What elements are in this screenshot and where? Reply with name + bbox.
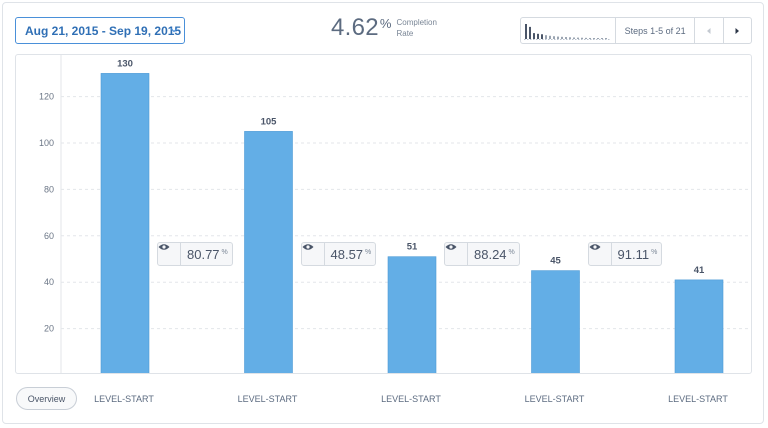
funnel-bar [674, 279, 724, 373]
step-category-label: LEVEL-START [237, 394, 298, 404]
completion-caption-line2: Rate [396, 29, 414, 38]
completion-rate-unit: % [379, 16, 392, 31]
sparkline-bar [601, 38, 603, 39]
y-tick-label: 100 [39, 138, 54, 148]
funnel-chart: 20 40 60 80 100 120 130 105 51 45 41 80.77% 48.57% 8… [15, 54, 752, 374]
sparkline-bar [605, 38, 607, 39]
steps-navigator: Steps 1-5 of 21 [520, 17, 752, 44]
previous-steps-button[interactable] [695, 18, 724, 43]
conversion-rate-value: 88.24 [474, 246, 507, 262]
conversion-rate-value: 48.57 [330, 246, 364, 262]
completion-rate-caption: Completion Rate [396, 17, 436, 39]
next-steps-button[interactable] [724, 18, 751, 43]
steps-range-label: Steps 1-5 of 21 [616, 18, 696, 43]
date-range-dropdown[interactable]: Aug 21, 2015 - Sep 19, 2015 [15, 17, 185, 44]
conversion-rate-unit: % [651, 248, 658, 256]
overview-button[interactable]: Overview [16, 387, 77, 410]
sparkline-bar [533, 33, 535, 39]
conversion-rate-badge[interactable]: 91.11% [587, 242, 663, 266]
eye-icon [302, 243, 325, 265]
conversion-rate-value: 91.11 [617, 246, 650, 262]
sparkline-bar [557, 36, 559, 39]
sparkline-bar [569, 37, 571, 39]
conversion-rate-unit: % [221, 248, 228, 256]
step-category-label: LEVEL-START [381, 394, 441, 404]
funnel-bar [531, 270, 580, 373]
sparkline-bar [545, 35, 547, 39]
sparkline-bar [565, 37, 567, 39]
sparkline-bar [577, 37, 579, 39]
funnel-bar-chart: 20 40 60 80 100 120 130 105 51 45 41 [39, 55, 751, 373]
bar-value-label: 105 [261, 116, 278, 127]
step-category-label: LEVEL-START [524, 394, 585, 404]
sparkline-bar [593, 38, 595, 39]
chevron-left-icon [706, 27, 711, 34]
sparkline-bar [549, 35, 551, 39]
funnel-bar [387, 256, 437, 373]
completion-rate: 4.62 % Completion Rate [331, 14, 437, 42]
bar-value-label: 41 [694, 265, 705, 276]
sparkline-bar [537, 33, 539, 39]
conversion-rate-unit: % [508, 248, 515, 256]
eye-icon [158, 243, 181, 265]
y-tick-label: 20 [44, 324, 54, 334]
step-category-label: LEVEL-START [94, 394, 154, 404]
bar-value-label: 130 [117, 58, 133, 69]
sparkline-chart [524, 24, 611, 40]
y-tick-label: 120 [39, 92, 54, 102]
funnel-bar [244, 131, 293, 373]
completion-rate-value: 4.62 [331, 14, 379, 41]
completion-caption-line1: Completion [396, 18, 437, 27]
sparkline-bar [573, 37, 575, 39]
conversion-rate-badge[interactable]: 88.24% [444, 242, 520, 266]
steps-sparkline[interactable] [521, 18, 616, 43]
eye-icon [445, 243, 468, 265]
conversion-rate-badge[interactable]: 80.77% [157, 242, 233, 266]
sparkline-bar [529, 26, 531, 39]
y-tick-label: 60 [44, 231, 54, 241]
bar-value-label: 45 [550, 256, 561, 267]
bar-value-label: 51 [407, 242, 418, 253]
sparkline-bar [581, 37, 583, 39]
funnel-bar [100, 73, 150, 373]
chevron-right-icon [735, 27, 740, 34]
step-category-label: LEVEL-START [668, 394, 728, 404]
eye-icon [589, 243, 612, 265]
sparkline-bar [589, 37, 591, 39]
sparkline-bar [541, 34, 543, 39]
conversion-rate-badge[interactable]: 48.57% [300, 242, 377, 266]
conversion-rate-value: 80.77 [187, 246, 220, 262]
y-tick-label: 40 [44, 277, 54, 287]
sparkline-bar [561, 36, 563, 39]
y-tick-label: 80 [44, 184, 54, 194]
sparkline-bar [525, 24, 527, 39]
sparkline-bar [585, 37, 587, 39]
sparkline-bar [597, 38, 599, 39]
conversion-rate-unit: % [365, 248, 372, 256]
sparkline-bar [553, 36, 555, 39]
date-range-label: Aug 21, 2015 - Sep 19, 2015 [25, 23, 182, 38]
chevron-down-icon [170, 28, 178, 33]
